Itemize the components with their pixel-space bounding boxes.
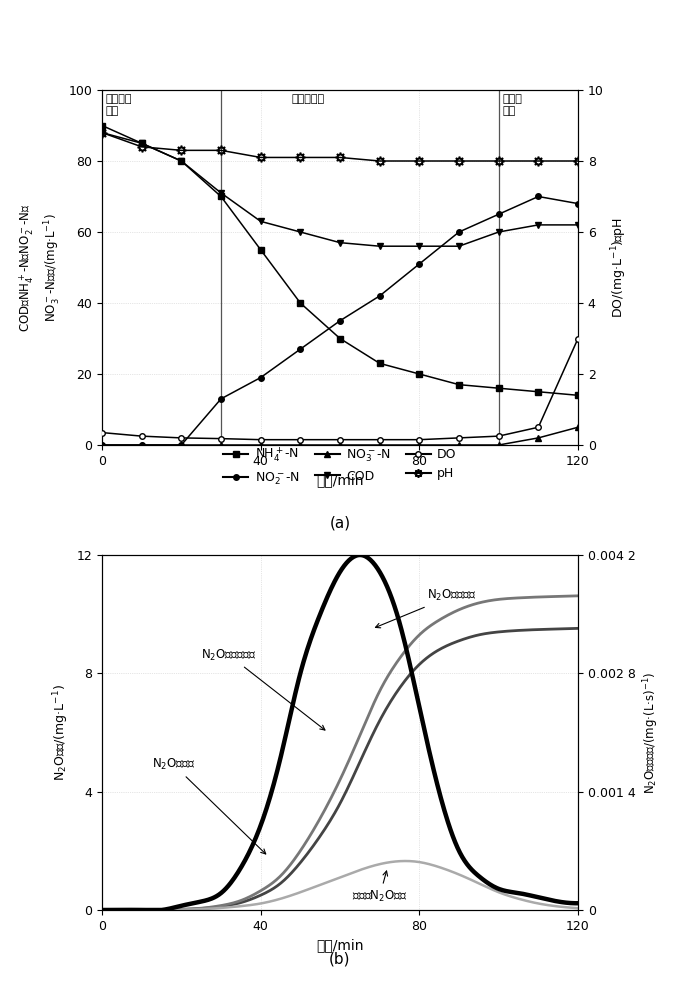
Legend: NH$_4^+$-N, NO$_2^-$-N, NO$_3^-$-N, COD, DO, pH: NH$_4^+$-N, NO$_2^-$-N, NO$_3^-$-N, COD,… bbox=[218, 440, 462, 492]
Y-axis label: N$_2$O释放速率/(mg·(L·s)$^{-1}$): N$_2$O释放速率/(mg·(L·s)$^{-1}$) bbox=[641, 671, 661, 794]
Y-axis label: DO/(mg·L$^{-1}$)与pH: DO/(mg·L$^{-1}$)与pH bbox=[609, 217, 629, 318]
Text: 溶解态N$_2$O浓度: 溶解态N$_2$O浓度 bbox=[352, 871, 407, 904]
Text: (b): (b) bbox=[329, 952, 351, 967]
X-axis label: 时间/min: 时间/min bbox=[316, 938, 364, 952]
Y-axis label: COD、NH$_4^+$-N、NO$_2^-$-N和
NO$_3^-$-N浓度/(mg·L$^{-1}$): COD、NH$_4^+$-N、NO$_2^-$-N和 NO$_3^-$-N浓度/… bbox=[17, 203, 63, 332]
Text: 氨氧化
结束: 氨氧化 结束 bbox=[503, 94, 522, 116]
Text: 异养呼吸
阶段: 异养呼吸 阶段 bbox=[106, 94, 133, 116]
Text: N$_2$O释放速率: N$_2$O释放速率 bbox=[375, 588, 477, 628]
Text: N$_2$O释放累积量: N$_2$O释放累积量 bbox=[201, 648, 325, 730]
Text: 氨氧化阶段: 氨氧化阶段 bbox=[292, 94, 325, 104]
X-axis label: 时间/min: 时间/min bbox=[316, 473, 364, 487]
Text: N$_2$O总产量: N$_2$O总产量 bbox=[152, 757, 266, 854]
Y-axis label: N$_2$O浓度/(mg·L$^{-1}$): N$_2$O浓度/(mg·L$^{-1}$) bbox=[52, 684, 71, 781]
Text: (a): (a) bbox=[329, 516, 351, 531]
